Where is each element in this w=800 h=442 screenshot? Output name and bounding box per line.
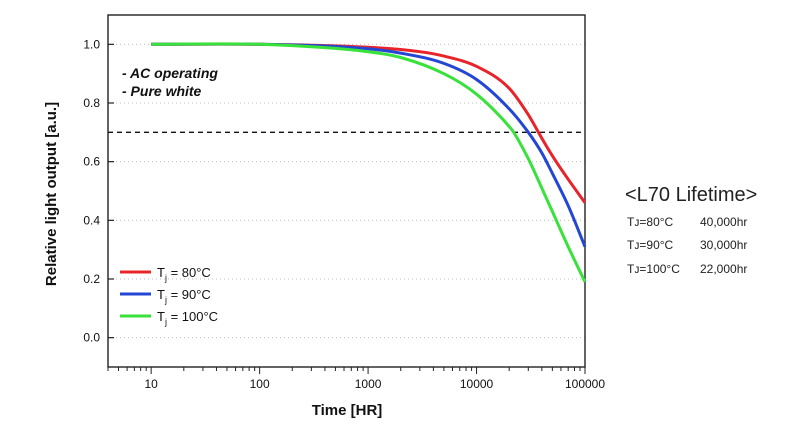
annotation-ac-operating: - AC operating [122,65,218,81]
legend-label: Tj = 100°C [157,309,218,327]
x-tick-label: 10 [144,377,158,391]
y-tick-label: 1.0 [83,37,100,51]
annotation-pure-white: - Pure white [122,83,202,99]
lifetime-row-temp: Tᴊ=80°C [627,215,674,229]
x-tick-label: 100000 [565,377,605,391]
x-tick-label: 100 [250,377,270,391]
y-tick-label: 0.4 [83,213,100,227]
lifetime-row-value: 22,000hr [700,262,747,276]
y-tick-label: 0.0 [83,331,100,345]
lifetime-row-temp: Tᴊ=100°C [627,262,680,276]
legend: Tj = 80°C Tj = 90°C Tj = 100°C [120,265,218,327]
legend-label: Tj = 90°C [157,287,211,305]
plot-area: 0.0 0.2 0.4 0.6 0.8 1.0 10 100 1000 10000 100000 [83,14,605,391]
y-axis-title: Relative light output [a.u.] [43,102,60,286]
l70-lifetime-box: <L70 Lifetime> Tᴊ=80°C 40,000hr Tᴊ=90°C … [625,184,757,276]
lifetime-row-temp: Tᴊ=90°C [627,238,674,252]
x-axis-title: Time [HR] [312,402,383,419]
x-tick-label: 10000 [460,377,494,391]
plot-frame [107,14,586,368]
lifetime-row-value: 30,000hr [700,238,747,252]
x-tick-label: 1000 [355,377,382,391]
y-tick-label: 0.8 [83,96,100,110]
lifetime-row-value: 40,000hr [700,215,747,229]
legend-label: Tj = 80°C [157,265,211,283]
lifetime-title: <L70 Lifetime> [625,184,757,206]
series-line-3 [151,42,587,283]
y-tick-label: 0.6 [83,155,100,169]
y-tick-label: 0.2 [83,272,100,286]
